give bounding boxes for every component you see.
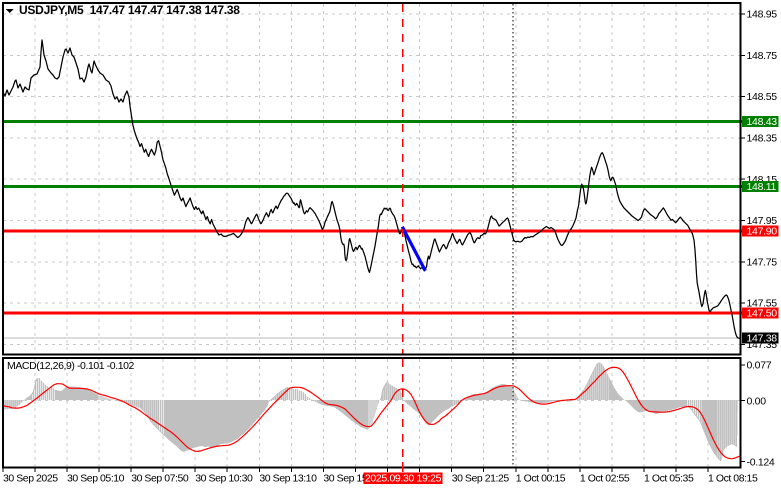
svg-text:1 Oct 08:15: 1 Oct 08:15 bbox=[708, 473, 758, 485]
svg-text:30 Sep 10:30: 30 Sep 10:30 bbox=[195, 473, 253, 485]
svg-text:1 Oct 00:15: 1 Oct 00:15 bbox=[516, 473, 566, 485]
svg-text:1 Oct 02:55: 1 Oct 02:55 bbox=[580, 473, 630, 485]
svg-text:147.50: 147.50 bbox=[747, 307, 778, 319]
svg-text:30 Sep 07:50: 30 Sep 07:50 bbox=[131, 473, 189, 485]
svg-text:148.75: 148.75 bbox=[747, 50, 778, 62]
svg-text:30 Sep 13:10: 30 Sep 13:10 bbox=[259, 473, 317, 485]
svg-text:0.00: 0.00 bbox=[747, 395, 767, 407]
svg-text:148.95: 148.95 bbox=[747, 9, 778, 21]
svg-text:30 Sep 21:25: 30 Sep 21:25 bbox=[452, 473, 510, 485]
svg-text:147.38: 147.38 bbox=[747, 333, 778, 345]
svg-text:1 Oct 05:35: 1 Oct 05:35 bbox=[644, 473, 694, 485]
svg-text:2025.09.30 19:25: 2025.09.30 19:25 bbox=[365, 473, 442, 485]
svg-text:148.55: 148.55 bbox=[747, 91, 778, 103]
svg-text:0.077: 0.077 bbox=[747, 360, 772, 372]
svg-text:MACD(12,26,9) -0.101 -0.102: MACD(12,26,9) -0.101 -0.102 bbox=[7, 360, 135, 372]
svg-text:148.35: 148.35 bbox=[747, 133, 778, 145]
svg-text:148.11: 148.11 bbox=[747, 181, 777, 193]
svg-text:USDJPY,M5 147.47 147.47 147.3: USDJPY,M5 147.47 147.47 147.38 147.38 bbox=[19, 3, 240, 17]
svg-text:-0.124: -0.124 bbox=[747, 456, 775, 468]
svg-text:147.55: 147.55 bbox=[747, 298, 778, 310]
svg-text:147.95: 147.95 bbox=[747, 215, 778, 227]
svg-text:147.75: 147.75 bbox=[747, 256, 778, 268]
svg-text:148.43: 148.43 bbox=[747, 116, 778, 128]
svg-text:30 Sep 2025: 30 Sep 2025 bbox=[3, 473, 58, 485]
svg-text:147.90: 147.90 bbox=[747, 225, 778, 237]
svg-text:30 Sep 05:10: 30 Sep 05:10 bbox=[67, 473, 125, 485]
